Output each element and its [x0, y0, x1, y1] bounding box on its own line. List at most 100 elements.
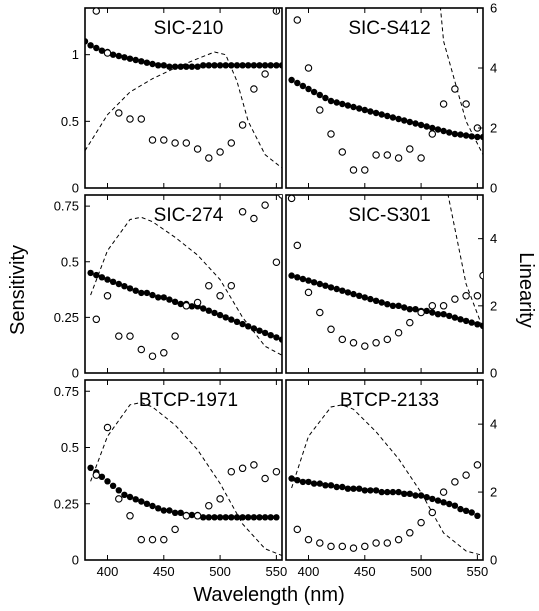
filled-point: [171, 63, 179, 70]
filled-point: [316, 480, 323, 487]
y-tick-label-left: 0: [72, 366, 79, 381]
y-tick-label-right: 4: [490, 417, 497, 432]
filled-point: [183, 63, 190, 70]
open-point: [137, 535, 146, 544]
filled-point: [87, 464, 94, 471]
open-point: [193, 298, 202, 307]
filled-point: [395, 488, 402, 496]
x-tick-label: 450: [153, 564, 175, 579]
open-point: [115, 109, 123, 117]
open-point: [394, 535, 403, 544]
open-point: [417, 154, 425, 162]
filled-point: [104, 478, 111, 485]
filled-point: [93, 44, 100, 52]
filled-point: [367, 295, 374, 303]
open-point: [115, 495, 123, 503]
filled-point: [395, 115, 402, 123]
open-point: [383, 539, 392, 547]
filled-point: [267, 332, 274, 339]
filled-point: [250, 325, 258, 332]
y-tick-label-left: 0.5: [61, 114, 79, 129]
filled-point: [104, 276, 111, 283]
filled-point: [216, 311, 224, 319]
filled-point: [434, 311, 442, 318]
filled-point: [333, 285, 340, 293]
open-point: [439, 100, 448, 108]
open-point: [304, 535, 313, 544]
y-tick-label-right: 0: [490, 553, 497, 568]
open-point: [92, 471, 101, 479]
open-point: [148, 136, 157, 144]
panel-btcp-1971: 400 450 500 550 0 0.25 0.5 0.75 BTCP-1971: [54, 379, 288, 579]
filled-point: [316, 91, 323, 99]
filled-point: [333, 483, 340, 491]
filled-point: [87, 269, 94, 277]
filled-point: [98, 274, 106, 281]
filled-point: [245, 323, 252, 330]
open-point: [160, 349, 168, 357]
filled-point: [138, 58, 145, 65]
filled-point: [401, 304, 408, 311]
filled-point: [256, 514, 263, 521]
filled-point: [166, 63, 173, 70]
filled-point: [138, 289, 145, 297]
filled-point: [327, 97, 335, 105]
filled-point: [417, 492, 425, 499]
filled-point: [434, 126, 442, 133]
filled-point: [451, 314, 459, 321]
open-point: [462, 292, 470, 300]
filled-point: [177, 300, 184, 308]
filled-point: [327, 284, 335, 291]
panel-frame: [285, 194, 484, 374]
open-point: [171, 139, 179, 147]
filled-point: [389, 302, 397, 309]
dashed-curve: [291, 404, 483, 556]
open-point: [451, 85, 459, 93]
filled-point: [233, 62, 241, 69]
y-tick-label-right: 4: [490, 231, 497, 246]
filled-point: [160, 62, 167, 69]
filled-point: [356, 292, 363, 299]
x-tick-label: 550: [266, 564, 288, 579]
filled-point: [239, 62, 246, 69]
filled-point: [367, 108, 374, 115]
filled-point: [188, 303, 196, 310]
filled-point: [344, 289, 352, 296]
filled-point: [299, 275, 307, 283]
filled-point: [299, 82, 307, 90]
filled-point: [143, 59, 151, 66]
open-point: [103, 423, 112, 432]
filled-point: [389, 488, 397, 496]
filled-point: [440, 127, 447, 135]
filled-point: [378, 488, 385, 496]
filled-point: [256, 327, 263, 334]
filled-point: [273, 514, 280, 521]
panel-sic-s301: 0 2 4 SIC-S301: [285, 194, 497, 381]
filled-point: [305, 85, 312, 93]
filled-point: [188, 63, 196, 70]
filled-point: [372, 297, 380, 304]
panel-sic-274: 0 0.25 0.5 0.75 SIC-274: [54, 194, 283, 381]
open-point: [287, 195, 296, 203]
filled-point: [245, 514, 252, 521]
filled-point: [288, 272, 295, 279]
filled-point: [143, 289, 151, 297]
filled-point: [417, 121, 425, 129]
filled-point: [267, 62, 274, 69]
open-point: [349, 339, 358, 347]
open-point: [182, 302, 191, 310]
y-tick-label-right: 2: [490, 298, 497, 313]
filled-point: [267, 514, 274, 521]
filled-point: [200, 514, 207, 521]
filled-point: [132, 496, 139, 503]
filled-point: [228, 62, 235, 69]
open-point: [103, 292, 112, 300]
open-point: [137, 345, 146, 354]
open-point: [205, 154, 213, 162]
filled-point: [205, 62, 212, 69]
open-point: [160, 535, 168, 544]
filled-point: [188, 511, 196, 519]
panel-sic-s412: 0 2 4 6 SIC-S412: [285, 1, 497, 196]
open-point: [479, 271, 483, 280]
